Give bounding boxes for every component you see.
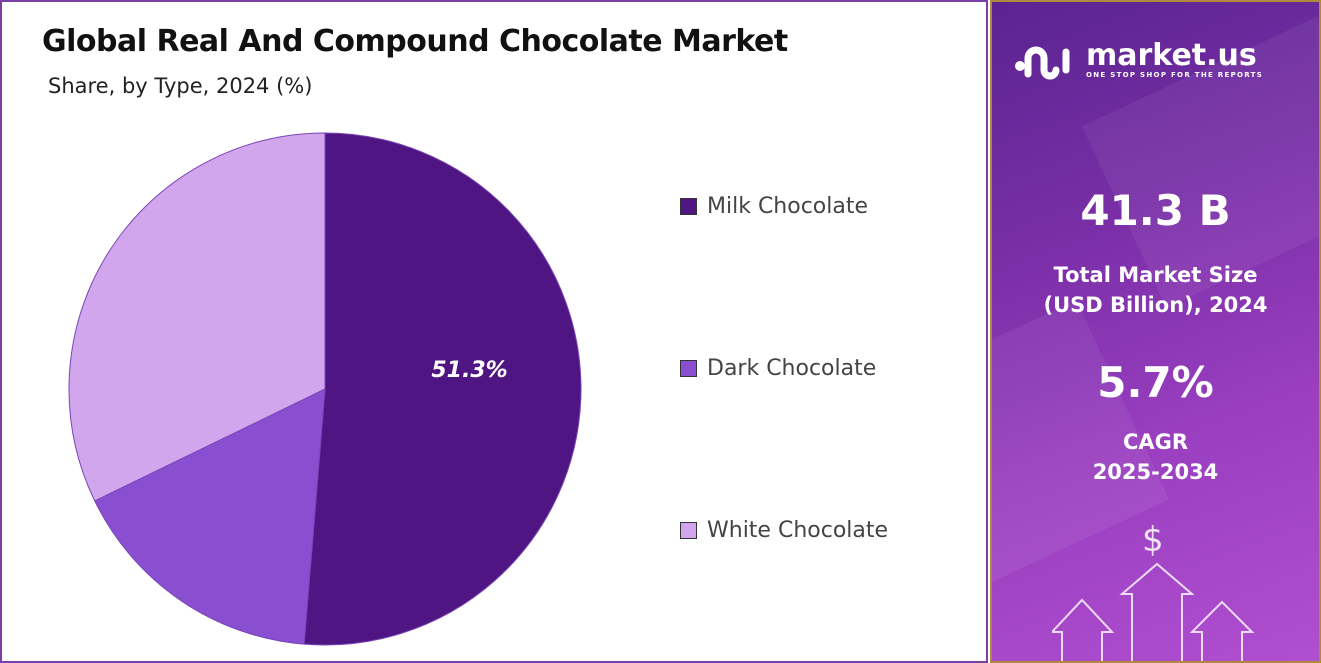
dollar-icon: $ xyxy=(1142,520,1164,560)
legend-item: White Chocolate xyxy=(680,518,888,543)
brand-name: market.us xyxy=(1086,38,1257,73)
chart-title: Global Real And Compound Chocolate Marke… xyxy=(42,24,788,59)
logo-icon xyxy=(1015,46,1070,80)
cagr-value: 5.7% xyxy=(1097,358,1214,407)
cagr-label: CAGR xyxy=(1122,430,1189,454)
slice-data-label: 51.3% xyxy=(431,358,507,383)
pie-slice-milk-chocolate xyxy=(303,132,582,646)
market-us-logo: market.us ONE STOP SHOP FOR THE REPORTS xyxy=(1014,40,1263,80)
legend-swatch xyxy=(680,198,697,215)
growth-arrows-icon xyxy=(1052,562,1255,661)
chart-subtitle: Share, by Type, 2024 (%) xyxy=(48,74,313,98)
summary-panel: market.us ONE STOP SHOP FOR THE REPORTS … xyxy=(990,0,1321,663)
legend-item: Dark Chocolate xyxy=(680,356,876,381)
legend-item: Milk Chocolate xyxy=(680,194,868,219)
pie-chart: 51.3% xyxy=(68,132,582,646)
legend-label: Dark Chocolate xyxy=(707,356,877,381)
market-size-label: Total Market Size xyxy=(1053,263,1258,287)
brand-tagline: ONE STOP SHOP FOR THE REPORTS xyxy=(1086,71,1264,79)
legend-label: White Chocolate xyxy=(707,518,889,543)
legend-swatch xyxy=(680,522,697,539)
legend-swatch xyxy=(680,360,697,377)
cagr-period: 2025-2034 xyxy=(1092,460,1219,484)
legend-label: Milk Chocolate xyxy=(707,194,869,219)
chart-panel: Global Real And Compound Chocolate Marke… xyxy=(0,0,988,663)
pie-slice-white-chocolate xyxy=(68,132,326,502)
market-size-value: 41.3 B xyxy=(1080,186,1231,235)
pie-slice-dark-chocolate xyxy=(94,388,326,645)
market-size-label-year: (USD Billion), 2024 xyxy=(1043,293,1268,317)
